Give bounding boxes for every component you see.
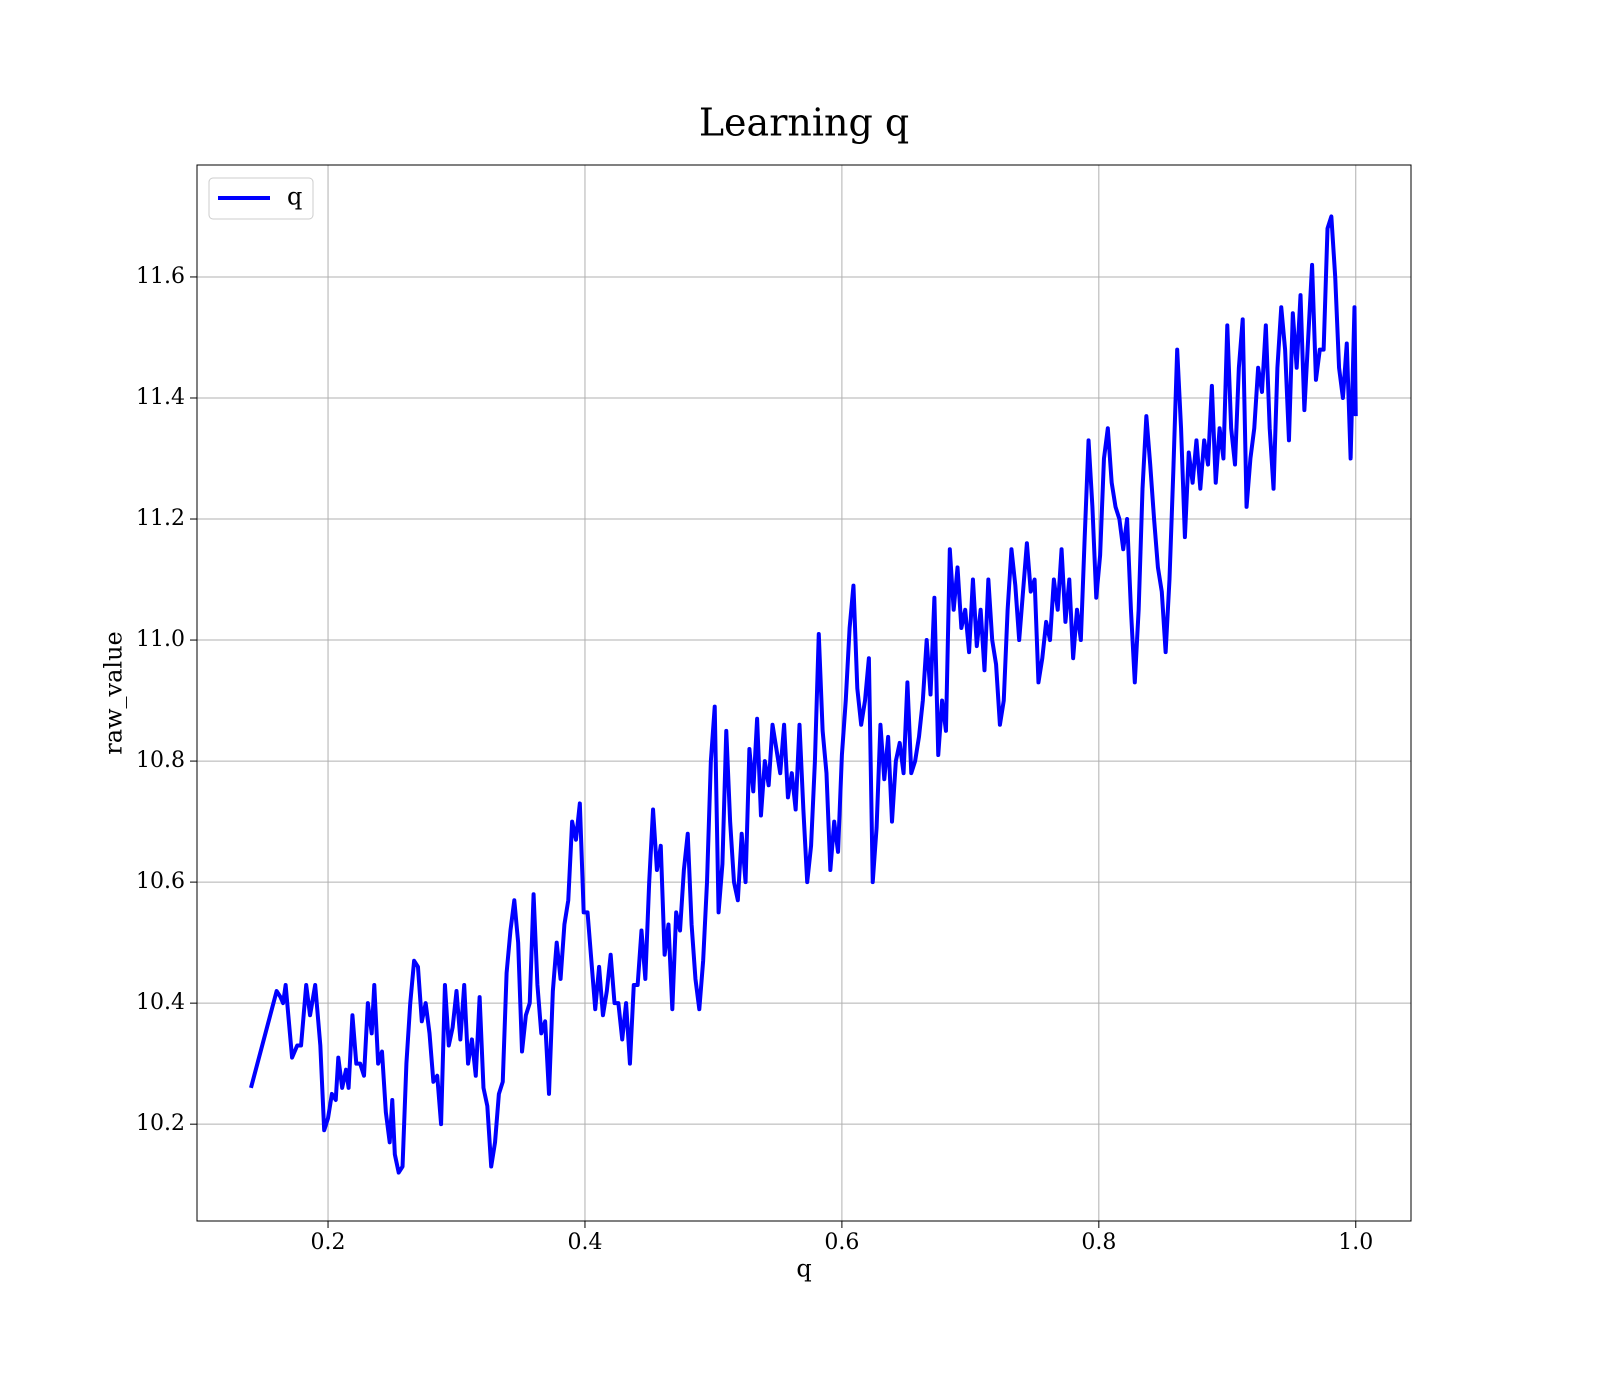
x-axis-label: q: [796, 1255, 811, 1283]
y-tick-label: 11.4: [136, 385, 185, 410]
y-tick-label: 10.8: [136, 748, 185, 773]
y-tick-label: 11.6: [136, 264, 185, 289]
y-tick-label: 10.6: [136, 869, 185, 894]
legend-label: q: [287, 183, 302, 211]
chart-title: Learning q: [699, 101, 909, 145]
x-tick-label: 1.0: [1338, 1230, 1373, 1255]
plot-frame: [196, 164, 1412, 1222]
y-tick-label: 10.4: [136, 990, 185, 1015]
data-line: [249, 214, 1358, 1175]
y-tick-label: 11.0: [136, 627, 185, 652]
x-tick-label: 0.8: [1081, 1230, 1116, 1255]
x-tick-label: 0.2: [311, 1230, 346, 1255]
y-axis-label: raw_value: [100, 631, 128, 755]
x-tick-label: 0.4: [567, 1230, 602, 1255]
y-tick-label: 10.2: [136, 1111, 185, 1136]
y-tick-label: 11.2: [136, 506, 185, 531]
x-tick-label: 0.6: [824, 1230, 859, 1255]
